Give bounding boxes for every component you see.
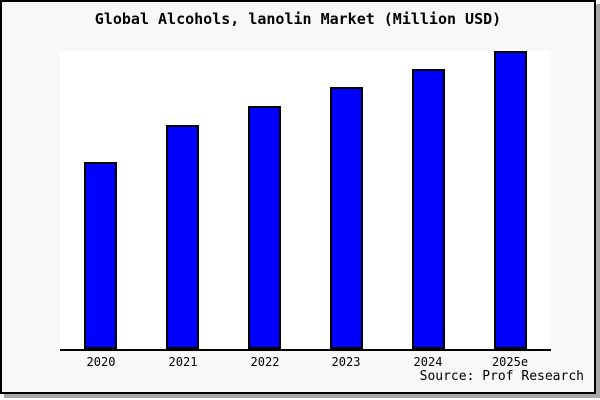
bar-2022: [248, 106, 281, 349]
bar-2025e: [494, 51, 527, 349]
x-axis-labels: 2020 2021 2022 2023 2024 2025e: [60, 355, 551, 371]
chart-card: Global Alcohols, lanolin Market (Million…: [0, 0, 596, 394]
plot-area: [60, 51, 551, 351]
chart-title: Global Alcohols, lanolin Market (Million…: [94, 10, 502, 28]
x-tick-label-2024: 2024: [413, 355, 443, 369]
x-tick-label-2025e: 2025e: [491, 355, 529, 369]
x-tick-label-2023: 2023: [331, 355, 361, 369]
bar-2021: [166, 125, 199, 349]
bar-2024: [412, 69, 445, 349]
bar-2020: [84, 162, 117, 349]
bar-2023: [330, 87, 363, 349]
x-tick-label-2022: 2022: [250, 355, 280, 369]
x-tick-label-2020: 2020: [86, 355, 116, 369]
source-note: Source: Prof Research: [419, 369, 584, 384]
x-tick-label-2021: 2021: [168, 355, 198, 369]
